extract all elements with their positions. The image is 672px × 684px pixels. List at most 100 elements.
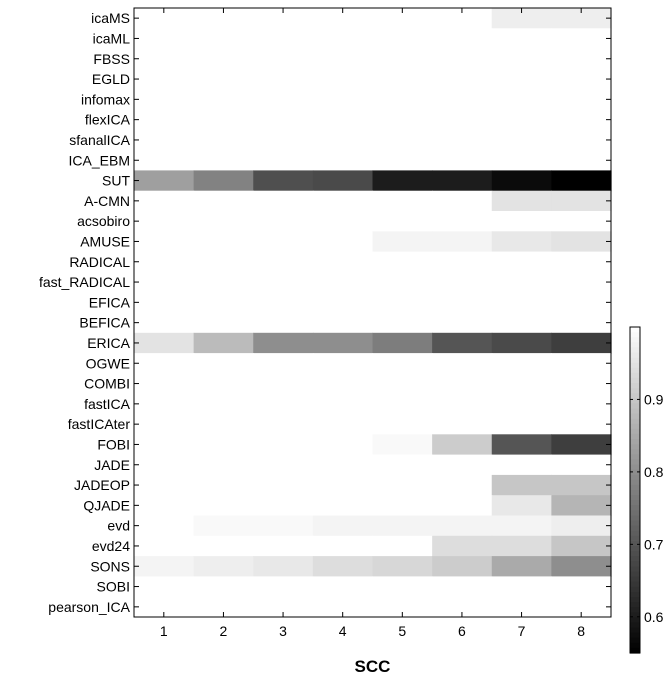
heatmap-cell bbox=[253, 170, 314, 192]
heatmap-cell bbox=[491, 373, 552, 395]
heatmap-cell bbox=[551, 211, 612, 232]
colorbar: 0.6 0.7 0.8 0.9 bbox=[629, 326, 664, 654]
heatmap-cell bbox=[372, 190, 433, 212]
heatmap-cell bbox=[253, 596, 314, 618]
heatmap-cell bbox=[551, 109, 612, 131]
y-tick-label: JADEOP bbox=[74, 477, 130, 493]
heatmap-cell bbox=[193, 251, 254, 273]
heatmap-cell bbox=[432, 292, 493, 314]
heatmap-cell bbox=[134, 150, 195, 171]
x-tick-label: 5 bbox=[398, 623, 406, 639]
colorbar-segment bbox=[630, 500, 640, 506]
heatmap-cell bbox=[253, 48, 314, 70]
colorbar-segment bbox=[630, 377, 640, 384]
heatmap-cell bbox=[551, 312, 612, 334]
heatmap-cell bbox=[432, 393, 493, 415]
heatmap-cell bbox=[372, 576, 433, 598]
heatmap-cell bbox=[551, 68, 612, 90]
colorbar-segment bbox=[630, 647, 640, 654]
y-tick-label: SUT bbox=[102, 173, 130, 189]
heatmap-cell bbox=[372, 150, 433, 171]
colorbar-segment bbox=[630, 505, 640, 511]
heatmap-cell bbox=[134, 495, 195, 517]
heatmap-cell bbox=[491, 434, 552, 456]
heatmap-cell bbox=[432, 190, 493, 212]
y-tick-label: COMBI bbox=[84, 376, 130, 392]
heatmap-cell bbox=[432, 129, 493, 151]
heatmap-cell bbox=[253, 150, 314, 171]
colorbar-segment bbox=[630, 423, 640, 430]
heatmap-cell bbox=[491, 89, 552, 111]
heatmap-cell bbox=[134, 211, 195, 232]
heatmap-cell bbox=[134, 353, 195, 374]
heatmap-cell bbox=[253, 292, 314, 314]
heatmap-cell bbox=[253, 89, 314, 111]
colorbar-segment bbox=[630, 525, 640, 532]
colorbar-segment bbox=[630, 372, 640, 379]
y-tick-label: sfanalICA bbox=[69, 132, 130, 148]
colorbar-segment bbox=[630, 439, 640, 445]
colorbar-segment bbox=[630, 515, 640, 522]
heatmap-cell bbox=[491, 535, 552, 557]
heatmap-cell bbox=[312, 474, 374, 496]
heatmap-cell bbox=[491, 576, 552, 598]
colorbar-segment bbox=[630, 332, 640, 338]
y-tick-label: SOBI bbox=[97, 579, 130, 595]
y-tick-label: icaML bbox=[93, 30, 131, 46]
heatmap-cell bbox=[312, 535, 374, 557]
heatmap-cell bbox=[551, 292, 612, 314]
y-tick-label: icaMS bbox=[91, 10, 130, 26]
heatmap-cell bbox=[193, 211, 254, 232]
heatmap-cell bbox=[491, 28, 552, 50]
x-tick-label: 7 bbox=[518, 623, 526, 639]
heatmap-cell bbox=[134, 373, 195, 395]
y-tick-label: QJADE bbox=[83, 497, 130, 513]
colorbar-segment bbox=[630, 469, 640, 476]
colorbar-segment bbox=[630, 408, 640, 415]
heatmap-cell bbox=[312, 353, 374, 374]
heatmap-cell bbox=[312, 190, 374, 212]
heatmap-cell bbox=[193, 393, 254, 415]
heatmap-cell bbox=[193, 373, 254, 395]
heatmap-cell bbox=[312, 495, 374, 517]
colorbar-segment bbox=[630, 622, 640, 629]
heatmap-cell bbox=[134, 271, 195, 293]
heatmap-cell bbox=[432, 535, 493, 557]
heatmap-cell bbox=[491, 271, 552, 293]
heatmap-cell bbox=[134, 190, 195, 212]
heatmap-cell bbox=[253, 556, 314, 577]
heatmap-cell bbox=[432, 515, 493, 537]
heatmap-cell bbox=[551, 474, 612, 496]
colorbar-segment bbox=[630, 444, 640, 450]
heatmap-cell bbox=[372, 515, 433, 537]
heatmap-cell bbox=[432, 89, 493, 111]
heatmap-cell bbox=[551, 8, 612, 29]
heatmap-cell bbox=[193, 535, 254, 557]
heatmap-cell bbox=[253, 68, 314, 90]
heatmap-cell bbox=[372, 312, 433, 334]
heatmap-cell bbox=[432, 8, 493, 29]
colorbar-segment bbox=[630, 520, 640, 527]
heatmap-cell bbox=[491, 474, 552, 496]
heatmap-cell bbox=[193, 596, 254, 618]
heatmap-cell bbox=[551, 515, 612, 537]
heatmap-cell bbox=[134, 129, 195, 151]
heatmap-cell bbox=[134, 251, 195, 273]
colorbar-segment bbox=[630, 327, 640, 333]
heatmap-cell bbox=[193, 332, 254, 354]
heatmap-cell bbox=[193, 231, 254, 253]
heatmap-cell bbox=[253, 576, 314, 598]
heatmap-cell bbox=[253, 332, 314, 354]
colorbar-segment bbox=[630, 484, 640, 491]
heatmap-cell bbox=[312, 231, 374, 253]
colorbar-segment bbox=[630, 540, 640, 547]
heatmap-cell bbox=[312, 373, 374, 395]
heatmap-cell bbox=[491, 556, 552, 577]
heatmap-cell bbox=[253, 231, 314, 253]
colorbar-tick-label: 0.7 bbox=[644, 536, 664, 552]
colorbar-segment bbox=[630, 551, 640, 557]
heatmap-cell bbox=[253, 434, 314, 456]
heatmap-cell bbox=[432, 556, 493, 577]
heatmap-cell bbox=[312, 576, 374, 598]
